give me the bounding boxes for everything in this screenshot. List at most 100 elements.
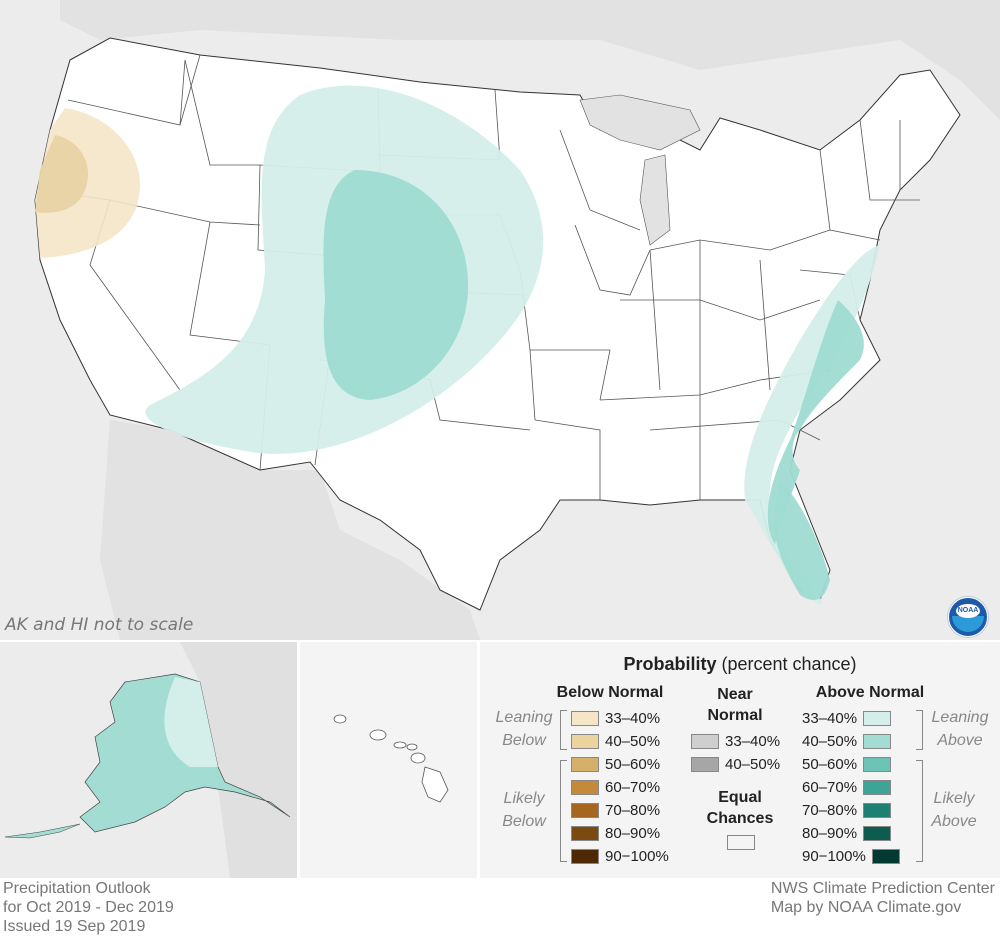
likely-below-label: Likely Below — [484, 787, 564, 833]
below-normal-swatch — [571, 848, 599, 864]
legend-panel: Probability (percent chance) Below Norma… — [480, 642, 1000, 878]
leaning-above-label: Leaning Above — [920, 706, 1000, 752]
great-lakes — [579, 94, 701, 151]
leaning-below-line2: Below — [502, 732, 546, 749]
leaning-above-line1: Leaning — [931, 709, 989, 726]
below-normal-label: 60–70% — [605, 778, 661, 796]
noaa-logo-wave — [952, 616, 984, 632]
above-40-50-region-west — [323, 170, 469, 400]
below-normal-heading: Below Normal — [556, 684, 664, 701]
below-normal-swatch — [571, 779, 599, 795]
alaska-map-svg — [4, 642, 297, 878]
credits: NWS Climate Prediction Center Map by NOA… — [771, 879, 995, 917]
below-normal-swatch — [571, 710, 599, 726]
above-normal-swatch — [863, 756, 892, 772]
below-normal-label: 90−100% — [605, 847, 669, 865]
noaa-logo-text: NOAA — [957, 607, 979, 614]
below-normal-row: 50–60% — [571, 754, 660, 774]
near-normal-line2: Normal — [707, 707, 763, 724]
above-normal-swatch — [863, 779, 892, 795]
near-normal-line1: Near — [717, 686, 753, 703]
below-normal-label: 70–80% — [605, 801, 661, 819]
legend-title: Probability (percent chance) — [480, 654, 1000, 675]
above-40-50-region-florida — [774, 480, 830, 600]
above-normal-row: 80–90% — [802, 823, 892, 843]
above-normal-heading: Above Normal — [815, 684, 925, 701]
above-normal-swatch — [863, 710, 892, 726]
leaning-above-line2: Above — [937, 732, 983, 749]
equal-chances-line1: Equal — [718, 789, 762, 806]
above-normal-swatch — [863, 733, 892, 749]
scale-note: AK and HI not to scale — [5, 615, 194, 635]
above-normal-row: 40–50% — [802, 731, 892, 751]
above-normal-row: 50–60% — [802, 754, 892, 774]
conus-map-svg — [34, 0, 1000, 640]
likely-above-label: Likely Above — [914, 787, 994, 833]
below-normal-label: 33–40% — [605, 709, 661, 727]
mexico-landmass — [100, 420, 480, 640]
near-normal-heading: Near Normal — [685, 684, 785, 726]
below-normal-row: 70–80% — [571, 800, 660, 820]
below-normal-label: 40–50% — [605, 732, 661, 750]
likely-below-line2: Below — [502, 813, 546, 830]
above-normal-swatch — [863, 825, 892, 841]
leaning-below-line1: Leaning — [495, 709, 553, 726]
alaska-leaning-above — [164, 677, 218, 767]
legend-title-rest: (percent chance) — [721, 654, 857, 674]
likely-below-bracket — [560, 760, 567, 862]
below-normal-row: 80–90% — [571, 823, 660, 843]
below-normal-label: 80–90% — [605, 824, 661, 842]
below-normal-row: 40–50% — [571, 731, 660, 751]
equal-chances-heading: Equal Chances — [690, 787, 790, 829]
above-normal-label: 70–80% — [802, 801, 858, 819]
below-40-50-region — [35, 135, 89, 213]
above-normal-label: 60–70% — [802, 778, 858, 796]
above-normal-row: 33–40% — [802, 708, 892, 728]
above-normal-label: 80–90% — [802, 824, 858, 842]
likely-above-line1: Likely — [933, 790, 975, 807]
noaa-logo: NOAA — [948, 597, 988, 637]
below-normal-row: 60–70% — [571, 777, 660, 797]
leaning-above-bracket — [916, 710, 923, 750]
near-normal-swatch — [691, 756, 719, 772]
above-normal-row: 70–80% — [802, 800, 892, 820]
legend-title-bold: Probability — [623, 654, 717, 674]
above-normal-label: 50–60% — [802, 755, 858, 773]
near-normal-label: 33–40% — [725, 732, 781, 750]
near-normal-row: 33–40% — [691, 731, 780, 751]
below-normal-row: 33–40% — [571, 708, 660, 728]
above-40-50-region-east — [767, 300, 864, 545]
aleutian-islands — [4, 823, 81, 839]
leaning-below-label: Leaning Below — [484, 706, 564, 752]
above-normal-label: 33–40% — [802, 709, 858, 727]
above-normal-label: 40–50% — [802, 732, 858, 750]
likely-above-line2: Above — [931, 813, 977, 830]
below-normal-label: 50–60% — [605, 755, 661, 773]
outlook-title: Precipitation Outlook — [3, 880, 151, 897]
below-normal-swatch — [571, 733, 599, 749]
noaa-logo-bird — [956, 604, 980, 618]
above-normal-row: 90−100% — [802, 846, 900, 866]
outlook-issued: Issued 19 Sep 2019 — [3, 918, 146, 935]
above-normal-swatch — [863, 802, 892, 818]
likely-below-line1: Likely — [503, 790, 545, 807]
near-normal-label: 40–50% — [725, 755, 781, 773]
lake-michigan — [639, 154, 671, 246]
canada-landmass — [60, 0, 1000, 120]
credit-cpc: NWS Climate Prediction Center — [770, 880, 995, 897]
credit-climate-gov: Map by NOAA Climate.gov — [770, 899, 962, 916]
leaning-below-bracket — [560, 710, 567, 750]
equal-chances-line2: Chances — [706, 810, 774, 827]
near-normal-row: 40–50% — [691, 754, 780, 774]
above-normal-label: 90−100% — [802, 847, 866, 865]
above-normal-row: 60–70% — [802, 777, 892, 797]
canada-landmass-ak — [180, 642, 297, 878]
alaska-inset — [0, 642, 297, 878]
below-normal-swatch — [571, 802, 599, 818]
hawaii-inset — [300, 642, 477, 878]
below-normal-row: 90−100% — [571, 846, 669, 866]
likely-above-bracket — [916, 760, 923, 862]
outlook-period: for Oct 2019 - Dec 2019 — [3, 899, 174, 916]
near-normal-swatch — [691, 733, 719, 749]
hawaiian-islands — [333, 714, 449, 803]
